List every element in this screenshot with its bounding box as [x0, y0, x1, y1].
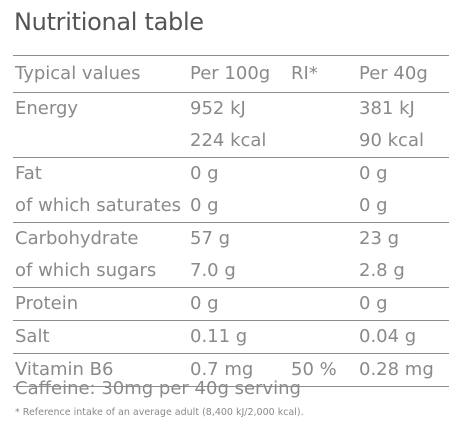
table-row-carbohydrate: Carbohydrate 57 g 23 g [13, 222, 449, 255]
row-label: Energy [15, 98, 79, 119]
table-row-sugars: of which sugars 7.0 g 2.8 g [13, 255, 449, 287]
row-ri: 50 % [291, 359, 337, 380]
table-row-fat: Fat 0 g 0 g [13, 157, 449, 190]
row-per-40g: 23 g [359, 228, 400, 249]
table-row-energy-kcal: 224 kcal 90 kcal [13, 125, 449, 157]
row-per-40g: 90 kcal [359, 130, 424, 151]
row-label: Salt [15, 326, 50, 347]
row-per-40g: 0 g [359, 293, 388, 314]
row-label: Fat [15, 163, 42, 184]
table-row-saturates: of which saturates 0 g 0 g [13, 190, 449, 222]
table-bottom-rule [13, 386, 449, 387]
row-per-40g: 2.8 g [359, 260, 405, 281]
header-per-100g: Per 100g [190, 63, 271, 84]
footnote: * Reference intake of an average adult (… [15, 407, 304, 418]
row-per-100g: 0.7 mg [190, 359, 254, 380]
header-typical-values: Typical values [15, 63, 141, 84]
row-label: of which sugars [15, 260, 157, 281]
row-label: of which saturates [15, 195, 182, 216]
row-per-40g: 0.04 g [359, 326, 417, 347]
row-per-100g: 7.0 g [190, 260, 236, 281]
table-row-salt: Salt 0.11 g 0.04 g [13, 320, 449, 353]
row-per-40g: 0.28 mg [359, 359, 434, 380]
row-per-40g: 0 g [359, 163, 388, 184]
row-per-100g: 952 kJ [190, 98, 246, 119]
page-title: Nutritional table [14, 8, 204, 36]
table-row-protein: Protein 0 g 0 g [13, 287, 449, 320]
header-per-40g: Per 40g [359, 63, 428, 84]
table-row-vitamin-b6: Vitamin B6 0.7 mg 50 % 0.28 mg [13, 353, 449, 386]
row-label: Vitamin B6 [15, 359, 114, 380]
row-label: Protein [15, 293, 79, 314]
row-per-100g: 0.11 g [190, 326, 248, 347]
header-ri: RI* [291, 63, 318, 84]
row-label: Carbohydrate [15, 228, 139, 249]
row-per-100g: 224 kcal [190, 130, 267, 151]
nutrition-table: Typical values Per 100g RI* Per 40g Ener… [13, 55, 449, 387]
row-per-100g: 0 g [190, 163, 219, 184]
row-per-100g: 57 g [190, 228, 231, 249]
row-per-40g: 0 g [359, 195, 388, 216]
table-header-row: Typical values Per 100g RI* Per 40g [13, 55, 449, 92]
table-row-energy-kj: Energy 952 kJ 381 kJ [13, 92, 449, 125]
row-per-100g: 0 g [190, 195, 219, 216]
row-per-40g: 381 kJ [359, 98, 415, 119]
row-per-100g: 0 g [190, 293, 219, 314]
caffeine-note: Caffeine: 30mg per 40g serving [15, 378, 301, 399]
